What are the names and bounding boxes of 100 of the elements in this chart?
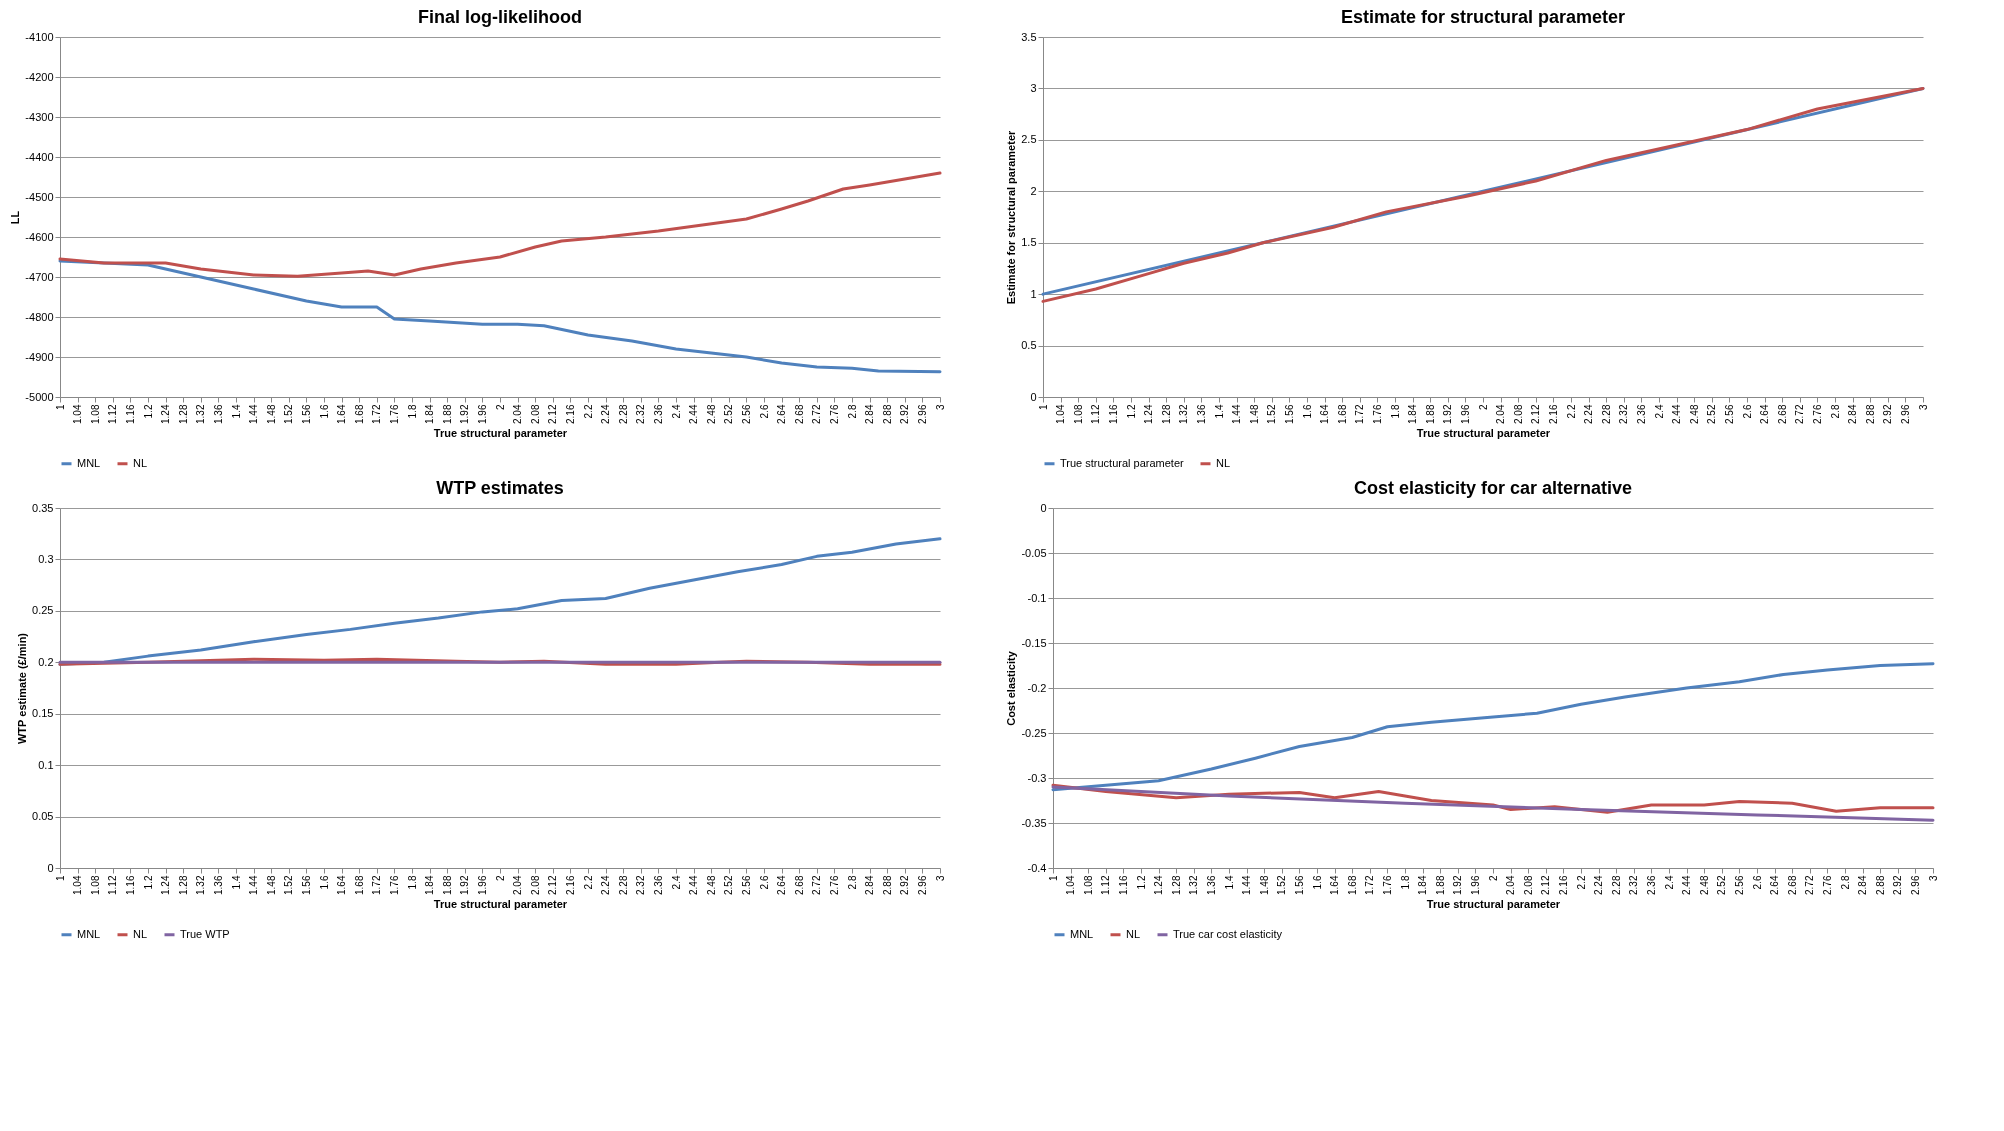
y-tick-label: 0.25 xyxy=(32,604,54,617)
x-tick-label: 1.96 xyxy=(476,404,488,424)
y-tick-label: -0.25 xyxy=(1021,726,1047,739)
x-tick-label: 2.68 xyxy=(793,404,805,424)
x-tick-label: 1.64 xyxy=(1329,875,1341,895)
x-tick-label: 2.64 xyxy=(776,875,788,895)
x-tick-label: 1.48 xyxy=(1258,875,1270,895)
x-tick-label: 1.88 xyxy=(1424,404,1436,424)
x-tick-label: 1.64 xyxy=(336,875,348,895)
x-tick-label: 1 xyxy=(54,404,66,411)
x-tick-label: 1.64 xyxy=(336,404,348,424)
x-tick-label: 1.4 xyxy=(1223,875,1235,890)
x-tick-label: 1.6 xyxy=(1301,404,1313,419)
x-tick-label: 1.72 xyxy=(371,875,383,895)
x-tick-label: 1.72 xyxy=(1364,875,1376,895)
x-tick-label: 1.68 xyxy=(353,875,365,895)
x-tick-label: 1.12 xyxy=(1100,875,1112,895)
x-axis-title: True structural parameter xyxy=(433,897,568,910)
x-tick-label: 1.44 xyxy=(248,404,260,424)
x-tick-label: 2.56 xyxy=(1723,404,1735,424)
y-tick-label: -0.4 xyxy=(1027,861,1047,874)
y-tick-label: -0.2 xyxy=(1027,681,1047,694)
x-tick-label: 2.96 xyxy=(1909,875,1921,895)
legend-label: True structural parameter xyxy=(1060,456,1185,469)
x-tick-label: 2.8 xyxy=(846,404,858,419)
y-tick-label: -4700 xyxy=(25,270,54,283)
y-tick-label: 0 xyxy=(1030,390,1037,403)
x-tick-label: 1.92 xyxy=(1452,875,1464,895)
x-tick-label: 2.4 xyxy=(1653,404,1665,419)
legend-label: True car cost elasticity xyxy=(1173,927,1283,940)
y-tick-label: 3 xyxy=(1030,81,1037,94)
x-tick-label: 2.4 xyxy=(1663,875,1675,890)
x-tick-label: 2.48 xyxy=(705,404,717,424)
y-tick-label: 1 xyxy=(1030,287,1037,300)
x-tick-label: 2.44 xyxy=(688,404,700,424)
x-tick-label: 2.36 xyxy=(652,875,664,895)
x-tick-label: 2.4 xyxy=(670,404,682,419)
x-tick-label: 1.16 xyxy=(1117,875,1129,895)
x-tick-label: 2.8 xyxy=(1839,875,1851,890)
x-tick-label: 2.28 xyxy=(617,404,629,424)
x-tick-label: 2.76 xyxy=(828,875,840,895)
legend-label: NL xyxy=(1126,927,1141,940)
x-tick-label: 1.36 xyxy=(1205,875,1217,895)
x-tick-label: 2 xyxy=(494,875,506,882)
legend-label: NL xyxy=(1216,456,1231,469)
x-tick-label: 1.08 xyxy=(1072,404,1084,424)
y-axis-title: Estimate for structural parameter xyxy=(1005,129,1018,305)
x-tick-label: 1.32 xyxy=(1188,875,1200,895)
x-tick-label: 1.84 xyxy=(424,875,436,895)
y-tick-label: 0.35 xyxy=(32,501,54,514)
x-tick-label: 2.92 xyxy=(1892,875,1904,895)
x-tick-label: 2.8 xyxy=(1829,404,1841,419)
x-tick-label: 1.84 xyxy=(424,404,436,424)
x-tick-label: 2.88 xyxy=(1874,875,1886,895)
y-tick-label: 0.2 xyxy=(38,655,54,668)
y-tick-label: 2 xyxy=(1030,184,1037,197)
y-tick-label: -4800 xyxy=(25,310,54,323)
y-tick-label: 0 xyxy=(1040,501,1047,514)
x-tick-label: 2.08 xyxy=(529,875,541,895)
y-tick-label: -4100 xyxy=(25,30,54,43)
x-tick-label: 1.4 xyxy=(230,404,242,419)
x-tick-label: 2.64 xyxy=(1769,875,1781,895)
y-axis-title: Cost elasticity xyxy=(1005,650,1018,726)
x-tick-label: 1.08 xyxy=(89,875,101,895)
x-tick-label: 1.92 xyxy=(459,404,471,424)
chart-title: Estimate for structural parameter xyxy=(1340,7,1626,27)
x-tick-label: 1.92 xyxy=(459,875,471,895)
x-tick-label: 1.16 xyxy=(124,875,136,895)
x-tick-label: 2.04 xyxy=(1495,404,1507,424)
x-tick-label: 2.84 xyxy=(864,875,876,895)
x-tick-label: 1.76 xyxy=(388,875,400,895)
x-tick-label: 2.56 xyxy=(740,875,752,895)
x-tick-label: 2.32 xyxy=(1618,404,1630,424)
x-tick-label: 2.56 xyxy=(1733,875,1745,895)
x-tick-label: 2.04 xyxy=(512,875,524,895)
x-tick-label: 1.6 xyxy=(318,404,330,419)
x-tick-label: 2.48 xyxy=(705,875,717,895)
x-tick-label: 2.36 xyxy=(1635,404,1647,424)
x-tick-label: 1.76 xyxy=(1381,875,1393,895)
y-tick-label: 1.5 xyxy=(1021,236,1037,249)
y-tick-label: -4500 xyxy=(25,190,54,203)
x-tick-label: 2.2 xyxy=(582,875,594,890)
x-tick-label: 1.84 xyxy=(1417,875,1429,895)
x-tick-label: 2.2 xyxy=(582,404,594,419)
x-tick-label: 2 xyxy=(1487,875,1499,882)
y-tick-label: -4300 xyxy=(25,110,54,123)
x-tick-label: 2.76 xyxy=(1821,875,1833,895)
x-tick-label: 2.76 xyxy=(828,404,840,424)
x-tick-label: 1.32 xyxy=(195,875,207,895)
x-tick-label: 1.4 xyxy=(230,875,242,890)
x-tick-label: 1.04 xyxy=(72,404,84,424)
x-tick-label: 2.52 xyxy=(723,875,735,895)
x-tick-label: 2.48 xyxy=(1698,875,1710,895)
x-tick-label: 2.52 xyxy=(1716,875,1728,895)
x-tick-label: 1.96 xyxy=(476,875,488,895)
x-tick-label: 2.16 xyxy=(1557,875,1569,895)
x-tick-label: 2.88 xyxy=(881,404,893,424)
x-tick-label: 1.64 xyxy=(1319,404,1331,424)
x-tick-label: 1.8 xyxy=(1399,875,1411,890)
x-tick-label: 1.28 xyxy=(1160,404,1172,424)
